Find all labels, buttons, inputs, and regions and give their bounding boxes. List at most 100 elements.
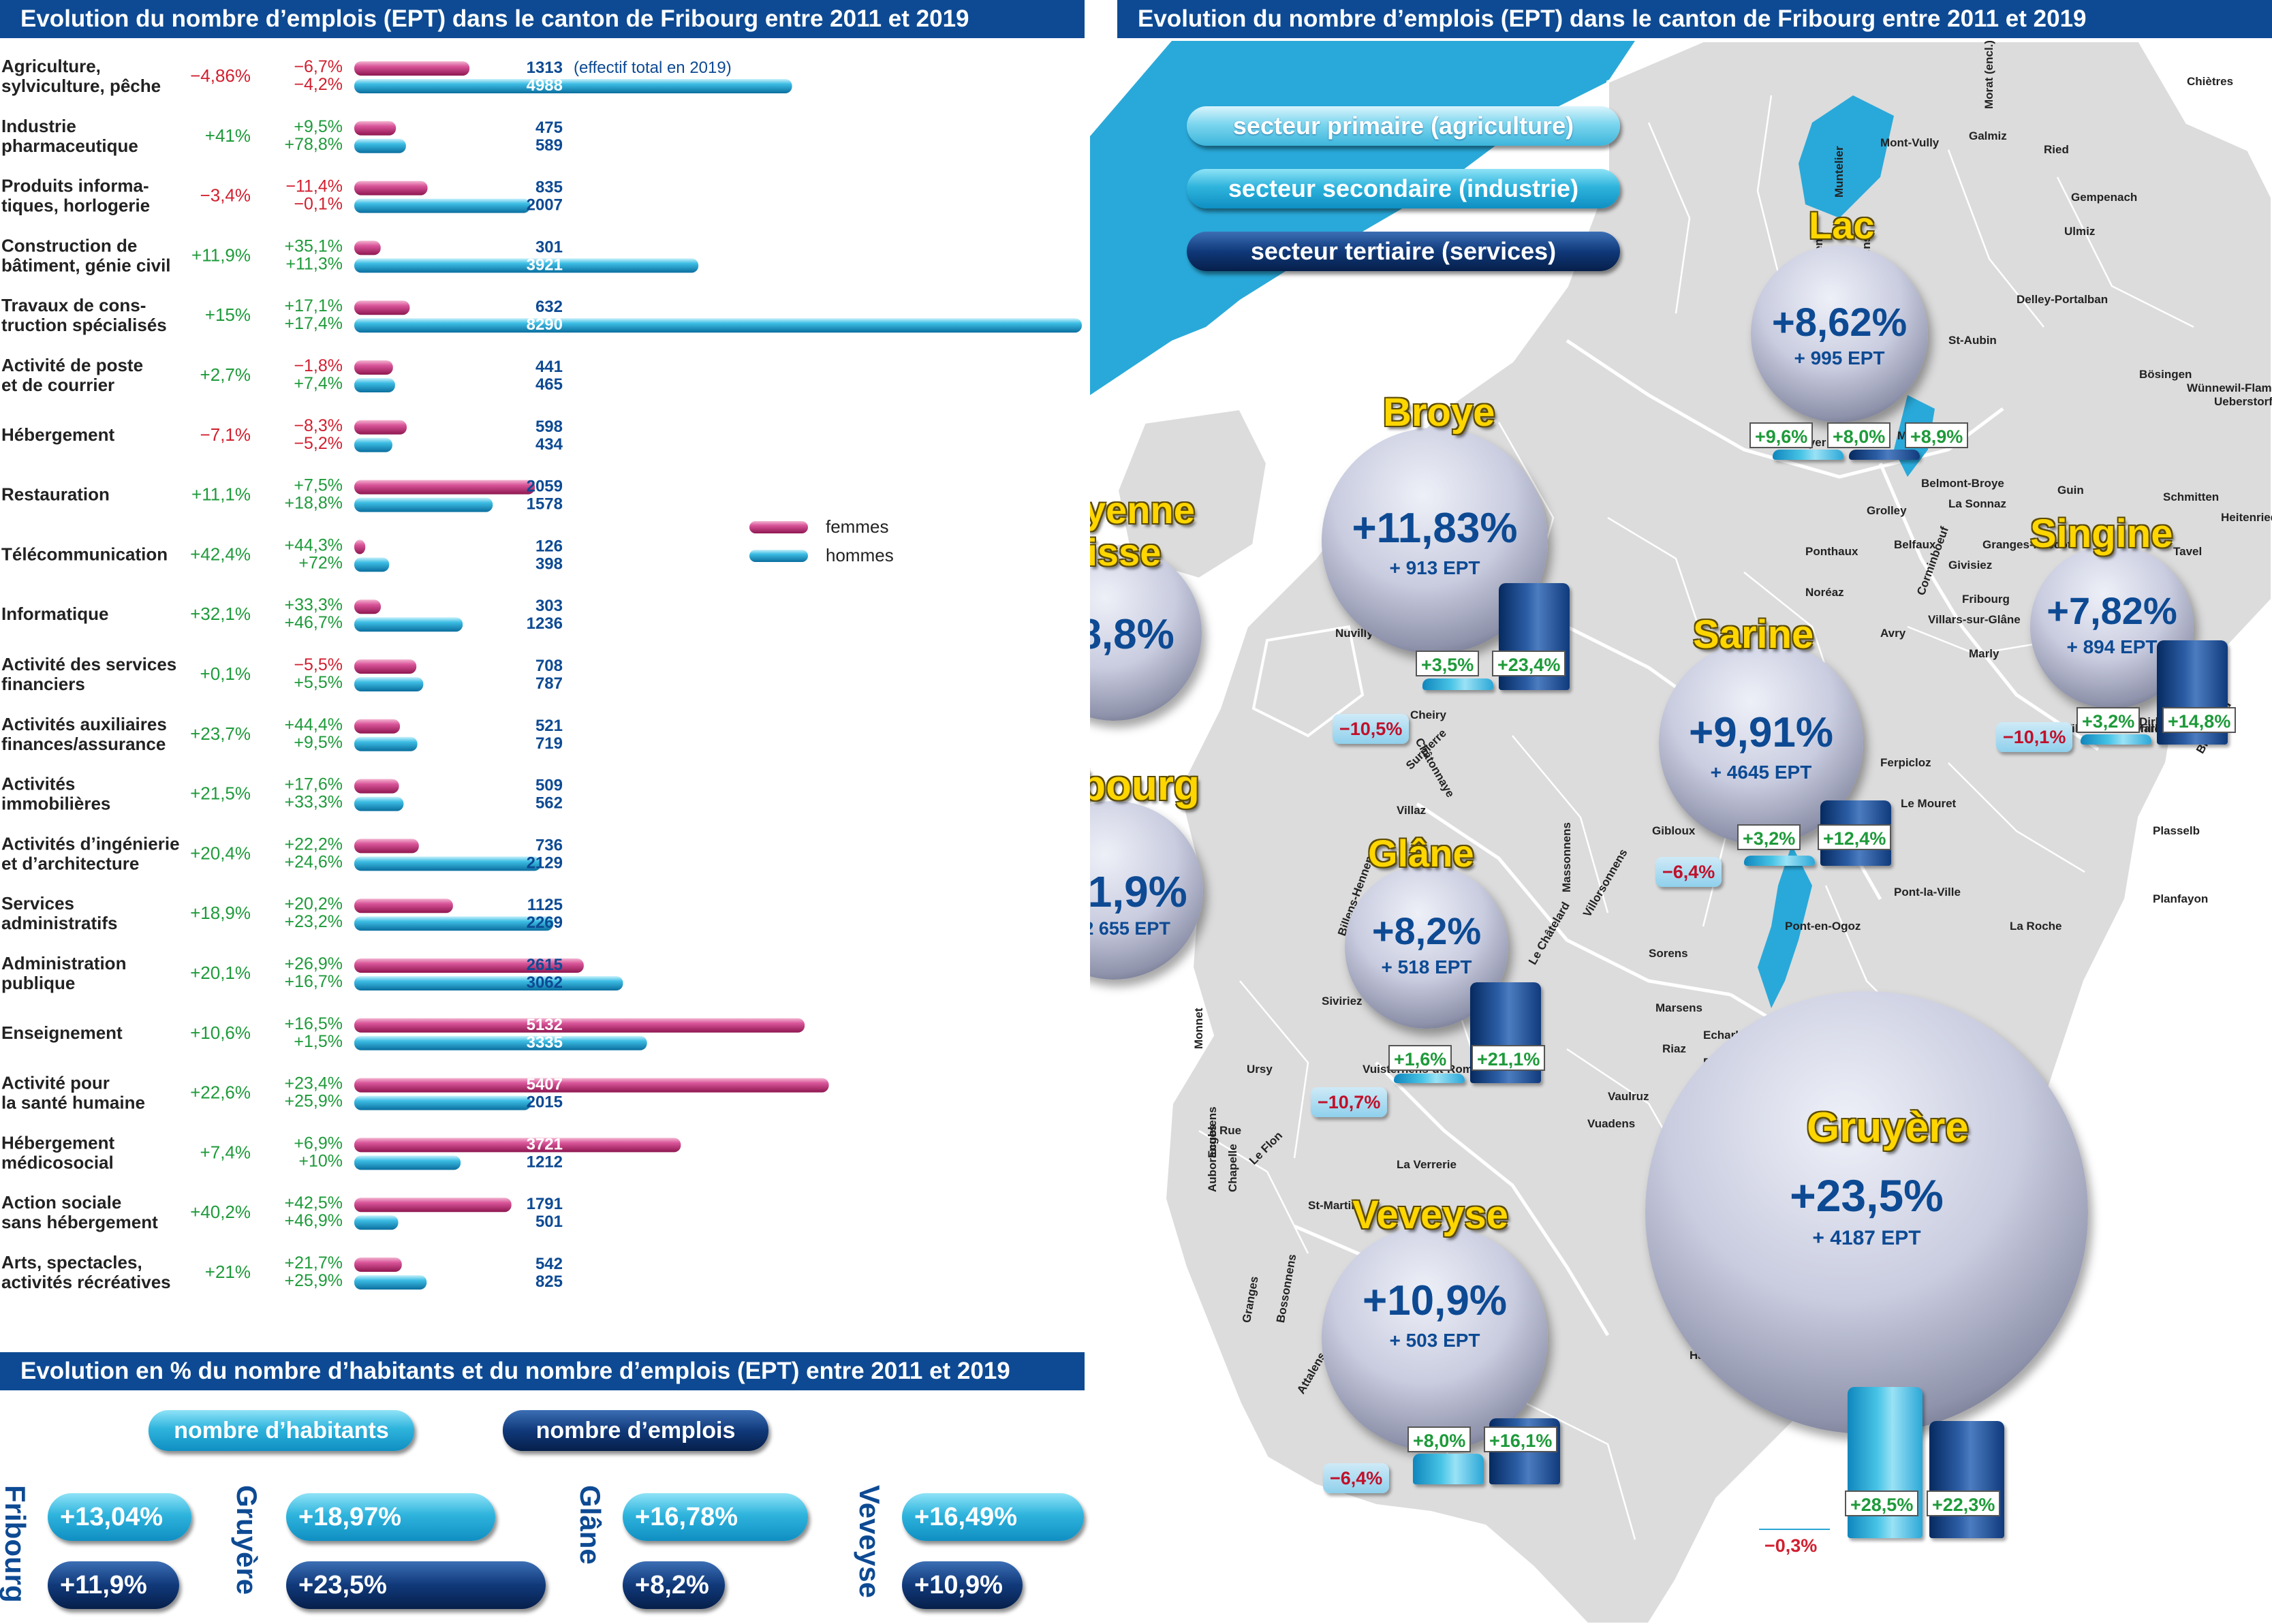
hommes-change: +1,5%	[294, 1032, 343, 1051]
femmes-change: +33,3%	[285, 595, 343, 614]
hommes-change: +5,5%	[294, 673, 343, 692]
hommes-change: +9,5%	[294, 733, 343, 752]
bar-hommes	[354, 976, 623, 990]
town-label: Marly	[1969, 647, 1999, 660]
hommes-change: +18,8%	[285, 494, 343, 513]
category-label: Administration	[1, 953, 126, 973]
town-label: Nuvilly	[1335, 627, 1373, 640]
hommes-change: +33,3%	[285, 793, 343, 812]
total-change: +23,7%	[190, 723, 251, 744]
hommes-change: +78,8%	[285, 135, 343, 154]
bar-hommes	[354, 318, 1082, 333]
comparison-emplois-bar: +10,9%	[902, 1561, 1023, 1609]
femmes-change: +20,2%	[285, 894, 343, 914]
town-label: Vaulruz	[1608, 1090, 1649, 1103]
broye-ept: + 913 EPT	[1389, 557, 1480, 578]
value-femmes: 126	[535, 537, 563, 555]
town-label: Morat (encl.)	[1982, 41, 1995, 109]
category-label: Activités	[1, 774, 75, 794]
gruyere-primaire-line	[1759, 1529, 1830, 1530]
bar-hommes	[354, 736, 418, 751]
veveyse-secondaire-bar	[1413, 1454, 1484, 1484]
total-change: +10,6%	[190, 1022, 251, 1043]
bar-femmes	[354, 1018, 805, 1033]
lake-morat	[1799, 95, 1894, 218]
total-change: −3,4%	[200, 185, 251, 206]
femmes-change: +44,3%	[285, 535, 343, 555]
value-femmes: 835	[535, 178, 563, 197]
value-hommes: 1236	[527, 614, 563, 633]
femmes-change: +17,1%	[285, 296, 343, 315]
total-change: +41%	[205, 125, 251, 146]
category-label: Travaux de cons-	[1, 295, 146, 315]
category-label: immobilières	[1, 794, 110, 814]
town-label: Ried	[2044, 143, 2069, 156]
total-note: (effectif total en 2019)	[574, 59, 732, 77]
total-change: +2,7%	[200, 364, 251, 385]
bar-femmes	[354, 1198, 512, 1213]
comparison-habitants-bar: +18,97%	[286, 1493, 495, 1541]
value-femmes: 1313	[527, 59, 563, 77]
town-label: Tavel	[2173, 545, 2203, 558]
bar-hommes	[354, 497, 493, 512]
comparison-name-fribourg: Fribourg	[0, 1485, 31, 1603]
value-femmes: 708	[535, 657, 563, 675]
value-hommes: 2007	[527, 196, 563, 215]
district-name-lac: Lac	[1809, 204, 1875, 247]
town-label: Auboranges	[1206, 1124, 1219, 1192]
comparison-habitants-bar: +16,78%	[623, 1493, 808, 1541]
femmes-change: +7,5%	[294, 476, 343, 495]
total-change: +7,4%	[200, 1142, 251, 1162]
total-change: +42,4%	[190, 544, 251, 564]
broye-primaire-label: −10,5%	[1333, 714, 1410, 744]
bar-femmes	[354, 480, 535, 495]
town-label: Rue	[1219, 1124, 1242, 1137]
bar-hommes	[354, 258, 699, 273]
value-femmes: 598	[535, 418, 563, 436]
town-label: Avry	[1880, 627, 1906, 640]
category-label: Activités d’ingénierie	[1, 833, 180, 854]
hommes-change: +25,9%	[285, 1271, 343, 1290]
value-hommes: 8290	[527, 315, 563, 334]
bubble-singine: +7,82% + 894 EPT	[2030, 545, 2194, 708]
total-change: −7,1%	[200, 424, 251, 445]
left-chart-title: Evolution du nombre d’emplois (EPT) dans…	[0, 0, 1085, 38]
bar-femmes	[354, 540, 366, 555]
legend-femmes-swatch	[749, 521, 808, 533]
bar-femmes	[354, 839, 419, 854]
sarine-pct: +9,91%	[1688, 709, 1833, 756]
hommes-change: +46,9%	[285, 1211, 343, 1230]
sarine-tertiaire-label: +12,4%	[1818, 824, 1892, 850]
town-label: Marsens	[1655, 1001, 1702, 1014]
legend-primaire: secteur primaire (agriculture)	[1187, 106, 1620, 146]
singine-secondaire-label: +3,2%	[2076, 707, 2141, 733]
comparison-name-gruyere: Gruyère	[231, 1485, 263, 1595]
town-label: Heitenried	[2221, 511, 2272, 524]
glane-secondaire-bar	[1394, 1074, 1465, 1083]
gruyere-primaire-label: −0,3%	[1764, 1535, 1818, 1556]
value-hommes: 1212	[527, 1153, 563, 1171]
bar-hommes	[354, 916, 554, 931]
femmes-change: −6,7%	[294, 57, 343, 76]
moyenne-pct: +8,8%	[1090, 611, 1174, 658]
sarine-secondaire-bar	[1744, 856, 1815, 866]
value-hommes: 3335	[527, 1033, 563, 1052]
legend-habitants: nombre d’habitants	[149, 1410, 414, 1451]
category-label: Informatique	[1, 604, 108, 624]
femmes-change: +17,6%	[285, 775, 343, 794]
legend-hommes-swatch	[749, 550, 808, 562]
category-label: truction spécialisés	[1, 315, 167, 335]
town-label: Le Mouret	[1901, 797, 1957, 810]
lac-tertiaire-label: +8,9%	[1905, 422, 1969, 448]
veveyse-ept: + 503 EPT	[1389, 1330, 1480, 1351]
femmes-change: +23,4%	[285, 1074, 343, 1093]
broye-tertiaire-label: +23,4%	[1492, 651, 1566, 676]
comparison-habitants-bar: +16,49%	[902, 1493, 1084, 1541]
town-label: Planfayon	[2153, 892, 2209, 905]
femmes-change: +6,9%	[294, 1134, 343, 1153]
hommes-change: +17,4%	[285, 314, 343, 333]
lac-pct: +8,62%	[1771, 300, 1908, 345]
town-label: Sorens	[1649, 947, 1688, 960]
bar-hommes	[354, 617, 463, 632]
sarine-primaire-label: −6,4%	[1655, 857, 1722, 887]
